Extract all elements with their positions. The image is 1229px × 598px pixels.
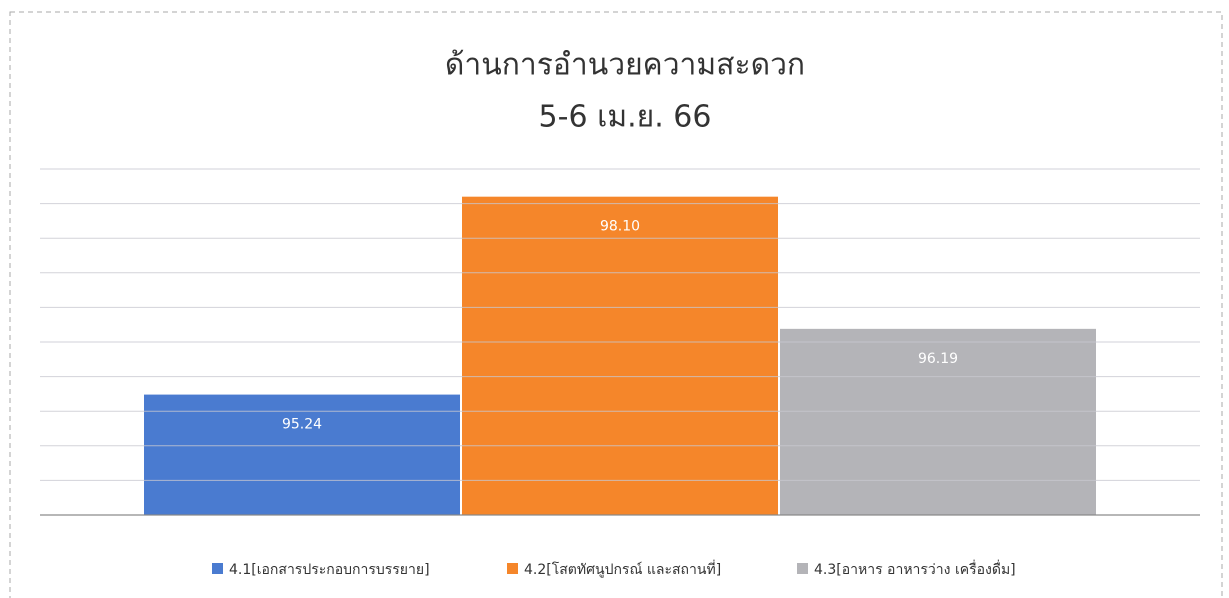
value-label: 95.24 bbox=[282, 417, 322, 433]
bar bbox=[144, 394, 460, 515]
chart-subtitle: 5-6 เม.ย. 66 bbox=[539, 100, 712, 135]
value-label: 98.10 bbox=[600, 219, 640, 235]
legend-label: 4.2[โสตทัศนูปกรณ์ และสถานที่] bbox=[524, 560, 721, 578]
bar bbox=[462, 196, 778, 515]
legend-swatch bbox=[507, 563, 518, 574]
legend-label: 4.3[อาหาร อาหารว่าง เครื่องดื่ม] bbox=[814, 560, 1016, 578]
value-label: 96.19 bbox=[918, 351, 958, 367]
legend-swatch bbox=[212, 563, 223, 574]
chart-title: ด้านการอำนวยความสะดวก bbox=[445, 48, 805, 83]
legend-label: 4.1[เอกสารประกอบการบรรยาย] bbox=[229, 562, 430, 578]
bar bbox=[780, 328, 1096, 515]
frame bbox=[9, 11, 1223, 598]
legend-swatch bbox=[797, 563, 808, 574]
